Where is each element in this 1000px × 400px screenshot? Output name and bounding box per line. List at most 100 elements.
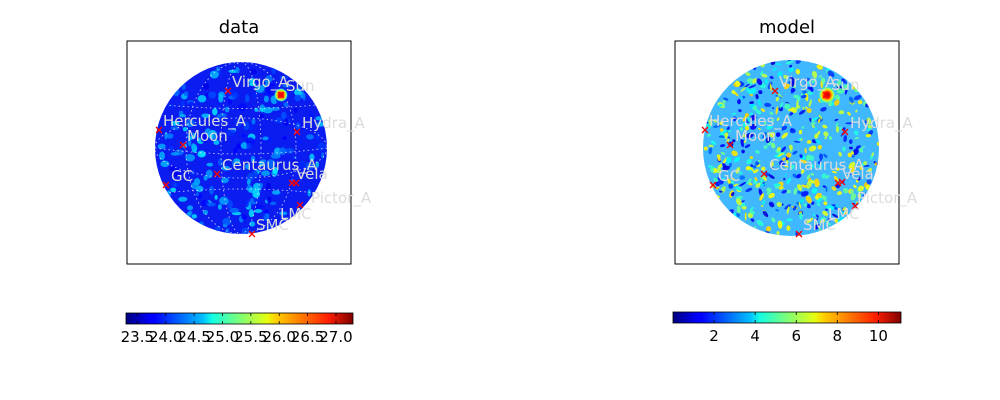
- model-heatmap-blob: [848, 161, 856, 169]
- model-heatmap-blob: [822, 78, 826, 86]
- model-heatmap-blob: [853, 95, 862, 101]
- model-heatmap-blob: [818, 153, 824, 161]
- data-colorbar-tick-label: 24.5: [177, 328, 210, 346]
- model-heatmap-blob: [845, 84, 848, 91]
- data-heatmap-blob: [201, 113, 211, 119]
- model-heatmap-blob: [808, 145, 817, 152]
- model-heatmap-blob: [811, 188, 818, 194]
- model-heatmap-blob: [798, 129, 803, 135]
- model-heatmap-blob: [805, 195, 812, 204]
- data-heatmap-blob: [250, 155, 256, 162]
- model-heatmap-blob: [792, 150, 798, 155]
- model-heatmap-blob: [764, 79, 768, 85]
- model-source-marker: [701, 126, 709, 134]
- data-heatmap-blob: [166, 133, 174, 139]
- model-heatmap-blob: [793, 140, 801, 143]
- model-colorbar-tick-label: 2: [709, 327, 719, 345]
- model-heatmap-blob: [795, 60, 801, 65]
- model-source-marker: [841, 128, 849, 136]
- data-graticule: [155, 62, 327, 234]
- data-heatmap-blob: [206, 202, 216, 207]
- model-heatmap-blob: [860, 145, 865, 150]
- model-heatmap-blob: [752, 105, 758, 111]
- model-heatmap-blob: [820, 77, 825, 82]
- data-heatmap-blob: [179, 114, 186, 118]
- data-heatmap-blob: [171, 171, 179, 178]
- model-heatmap-blob: [836, 79, 842, 87]
- data-heatmap-blob: [283, 102, 289, 108]
- model-heatmap-blob: [833, 175, 839, 182]
- data-heatmap-blob: [260, 170, 270, 176]
- model-heatmap-blob: [807, 177, 811, 183]
- data-heatmap-blob: [229, 207, 240, 213]
- model-heatmap-blob: [747, 178, 752, 185]
- model-source-label: Centaurus_A: [769, 156, 865, 175]
- model-marker-stroke: [834, 179, 842, 187]
- model-heatmap-blob: [722, 129, 728, 134]
- model-heatmap-blob: [734, 91, 739, 97]
- model-heatmap-blob: [776, 117, 780, 122]
- data-heatmap-blob: [258, 182, 263, 188]
- data-marker-stroke: [162, 181, 170, 189]
- data-heatmap-blob: [170, 187, 177, 193]
- model-heatmap-blob: [761, 73, 768, 78]
- data-heatmap-blob: [251, 170, 259, 179]
- model-heatmap-blob: [746, 158, 752, 165]
- model-heatmap-blob: [769, 83, 772, 92]
- model-heatmap-blob: [719, 120, 724, 126]
- data-heatmap-blob: [297, 163, 307, 168]
- model-heatmap-blob: [777, 152, 784, 157]
- model-heatmap-blob: [715, 186, 720, 190]
- model-heatmap-blob: [816, 197, 823, 203]
- model-heatmap-blob: [760, 178, 763, 185]
- model-heatmap-blob: [800, 94, 807, 99]
- model-heatmap-blob: [758, 90, 763, 95]
- model-heatmap-blob: [850, 193, 857, 201]
- model-heatmap-blob: [849, 146, 853, 150]
- model-heatmap-blob: [821, 173, 827, 179]
- model-heatmap-blob: [825, 208, 828, 211]
- model-heatmap-blob: [831, 186, 837, 191]
- model-heatmap-blob: [812, 70, 818, 79]
- model-heatmap-blob: [738, 109, 742, 113]
- data-heatmap-blob: [183, 91, 189, 97]
- model-heatmap-blob: [729, 209, 734, 212]
- data-heatmap-blob: [191, 214, 198, 219]
- model-heatmap-blob: [823, 131, 829, 137]
- data-heatmap-blob: [282, 84, 291, 88]
- model-heatmap-blob: [717, 157, 721, 161]
- model-heatmap-blob: [789, 64, 793, 68]
- model-heatmap-blob: [755, 109, 762, 115]
- model-heatmap-blob: [745, 166, 751, 171]
- model-heatmap-blob: [764, 121, 767, 126]
- model-heatmap-blob: [809, 155, 815, 162]
- data-source-marker: [155, 126, 163, 134]
- model-heatmap-blob: [811, 201, 815, 205]
- model-heatmap-blob: [708, 146, 713, 155]
- model-heatmap-blob: [760, 108, 766, 112]
- model-marker-stroke: [838, 178, 846, 186]
- model-heatmap-blob: [860, 163, 865, 166]
- model-heatmap-blob: [789, 111, 794, 116]
- data-heatmap-blob: [235, 119, 242, 128]
- model-heatmap-blob: [782, 164, 789, 168]
- model-source-marker: [771, 87, 779, 95]
- model-heatmap-blob: [812, 125, 815, 128]
- model-heatmap-blob: [809, 164, 815, 169]
- model-heatmap-blob: [828, 136, 833, 140]
- data-source-label: GC: [171, 167, 193, 185]
- data-colorbar-tick-label: 25.5: [234, 328, 267, 346]
- model-heatmap-blob: [740, 96, 743, 99]
- model-heatmap-blob: [748, 88, 757, 95]
- model-heatmap-blob: [786, 206, 790, 215]
- model-heatmap-blob: [769, 76, 774, 79]
- model-heatmap-blob: [781, 125, 788, 131]
- model-heatmap-blob: [745, 187, 753, 193]
- model-marker-stroke: [760, 170, 768, 178]
- data-marker-stroke: [248, 230, 256, 238]
- data-heatmap-blob: [245, 94, 250, 103]
- data-heatmap-blob: [298, 138, 302, 144]
- model-heatmap-blob: [799, 154, 803, 158]
- model-heatmap-blob: [718, 103, 723, 108]
- data-heatmap-blob: [267, 196, 272, 204]
